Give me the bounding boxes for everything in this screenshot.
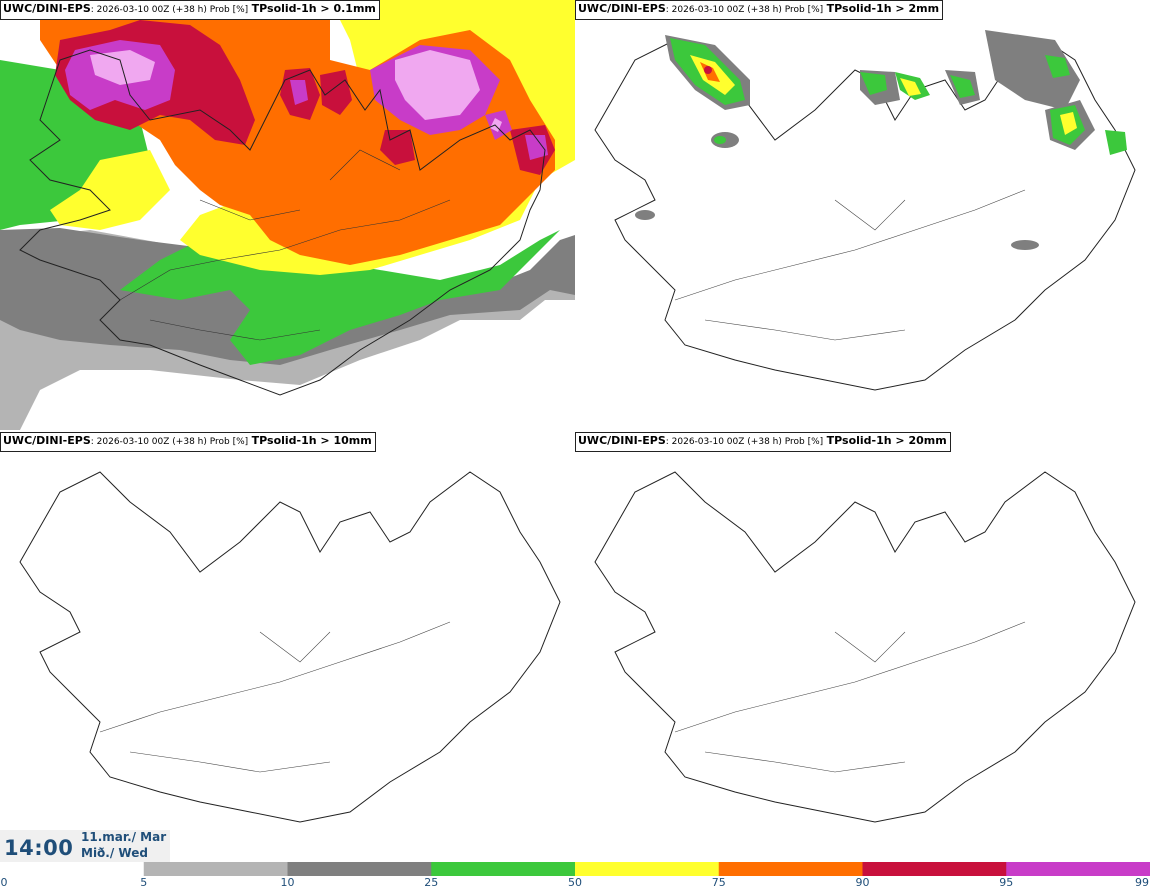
- probability-colorbar: [0, 862, 1150, 876]
- colorbar-tick-label: 25: [424, 876, 439, 889]
- colorbar-segment: [718, 862, 863, 876]
- colorbar-tick-label: 50: [568, 876, 582, 889]
- map-panel-2mm: UWC/DINI-EPS: 2026-03-10 00Z (+38 h) Pro…: [575, 0, 1150, 430]
- prob-area-crimson: [704, 66, 712, 74]
- colorbar-segment: [143, 862, 288, 876]
- valid-time-box: [0, 830, 170, 862]
- colorbar-segment: [575, 862, 720, 876]
- probability-map-2mm: [575, 0, 1150, 430]
- probability-map-10mm: [0, 432, 575, 862]
- colorbar-segment: [287, 862, 432, 876]
- iceland-coastline: [594, 39, 1136, 391]
- colorbar-ticks: 0 5 10 25 50 75 90 95 99: [0, 876, 1150, 891]
- roads-and-rivers: [99, 621, 451, 773]
- roads-and-rivers: [674, 189, 1026, 341]
- iceland-coastline: [594, 471, 1136, 823]
- prob-area-green: [0, 60, 560, 365]
- valid-date-line2: Mið./ Wed: [81, 846, 148, 860]
- panel-title: UWC/DINI-EPS: 2026-03-10 00Z (+38 h) Pro…: [0, 432, 376, 452]
- colorbar-segment: [1006, 862, 1150, 876]
- colorbar-tick-label: 90: [855, 876, 870, 889]
- roads-and-rivers: [674, 621, 1026, 773]
- map-panel-10mm: UWC/DINI-EPS: 2026-03-10 00Z (+38 h) Pro…: [0, 432, 575, 862]
- colorbar-segment: [0, 862, 145, 876]
- panel-title: UWC/DINI-EPS: 2026-03-10 00Z (+38 h) Pro…: [0, 0, 380, 20]
- colorbar-segment: [862, 862, 1007, 876]
- colorbar-tick-label: 75: [711, 876, 726, 889]
- colorbar-segment: [431, 862, 576, 876]
- roads-and-rivers: [119, 149, 451, 341]
- map-panel-0p1mm: UWC/DINI-EPS: 2026-03-10 00Z (+38 h) Pro…: [0, 0, 575, 430]
- colorbar-tick-label: 0: [0, 876, 8, 889]
- valid-time: 14:00: [4, 836, 74, 860]
- probability-map-0p1mm: [0, 0, 575, 430]
- panel-title: UWC/DINI-EPS: 2026-03-10 00Z (+38 h) Pro…: [575, 0, 944, 20]
- colorbar-tick-label: 95: [999, 876, 1014, 889]
- colorbar-tick-label: 5: [140, 876, 148, 889]
- colorbar-tick-label: 99: [1135, 876, 1149, 889]
- colorbar-tick-label: 10: [280, 876, 295, 889]
- iceland-coastline: [19, 49, 546, 396]
- prob-area-pink: [90, 50, 502, 132]
- panel-title: UWC/DINI-EPS: 2026-03-10 00Z (+38 h) Pro…: [575, 432, 951, 452]
- prob-area-yellow: [690, 55, 1077, 135]
- probability-map-20mm: [575, 432, 1150, 862]
- iceland-coastline: [19, 471, 561, 823]
- map-panel-20mm: UWC/DINI-EPS: 2026-03-10 00Z (+38 h) Pro…: [575, 432, 1150, 862]
- valid-date-line1: 11.mar./ Mar: [81, 830, 167, 844]
